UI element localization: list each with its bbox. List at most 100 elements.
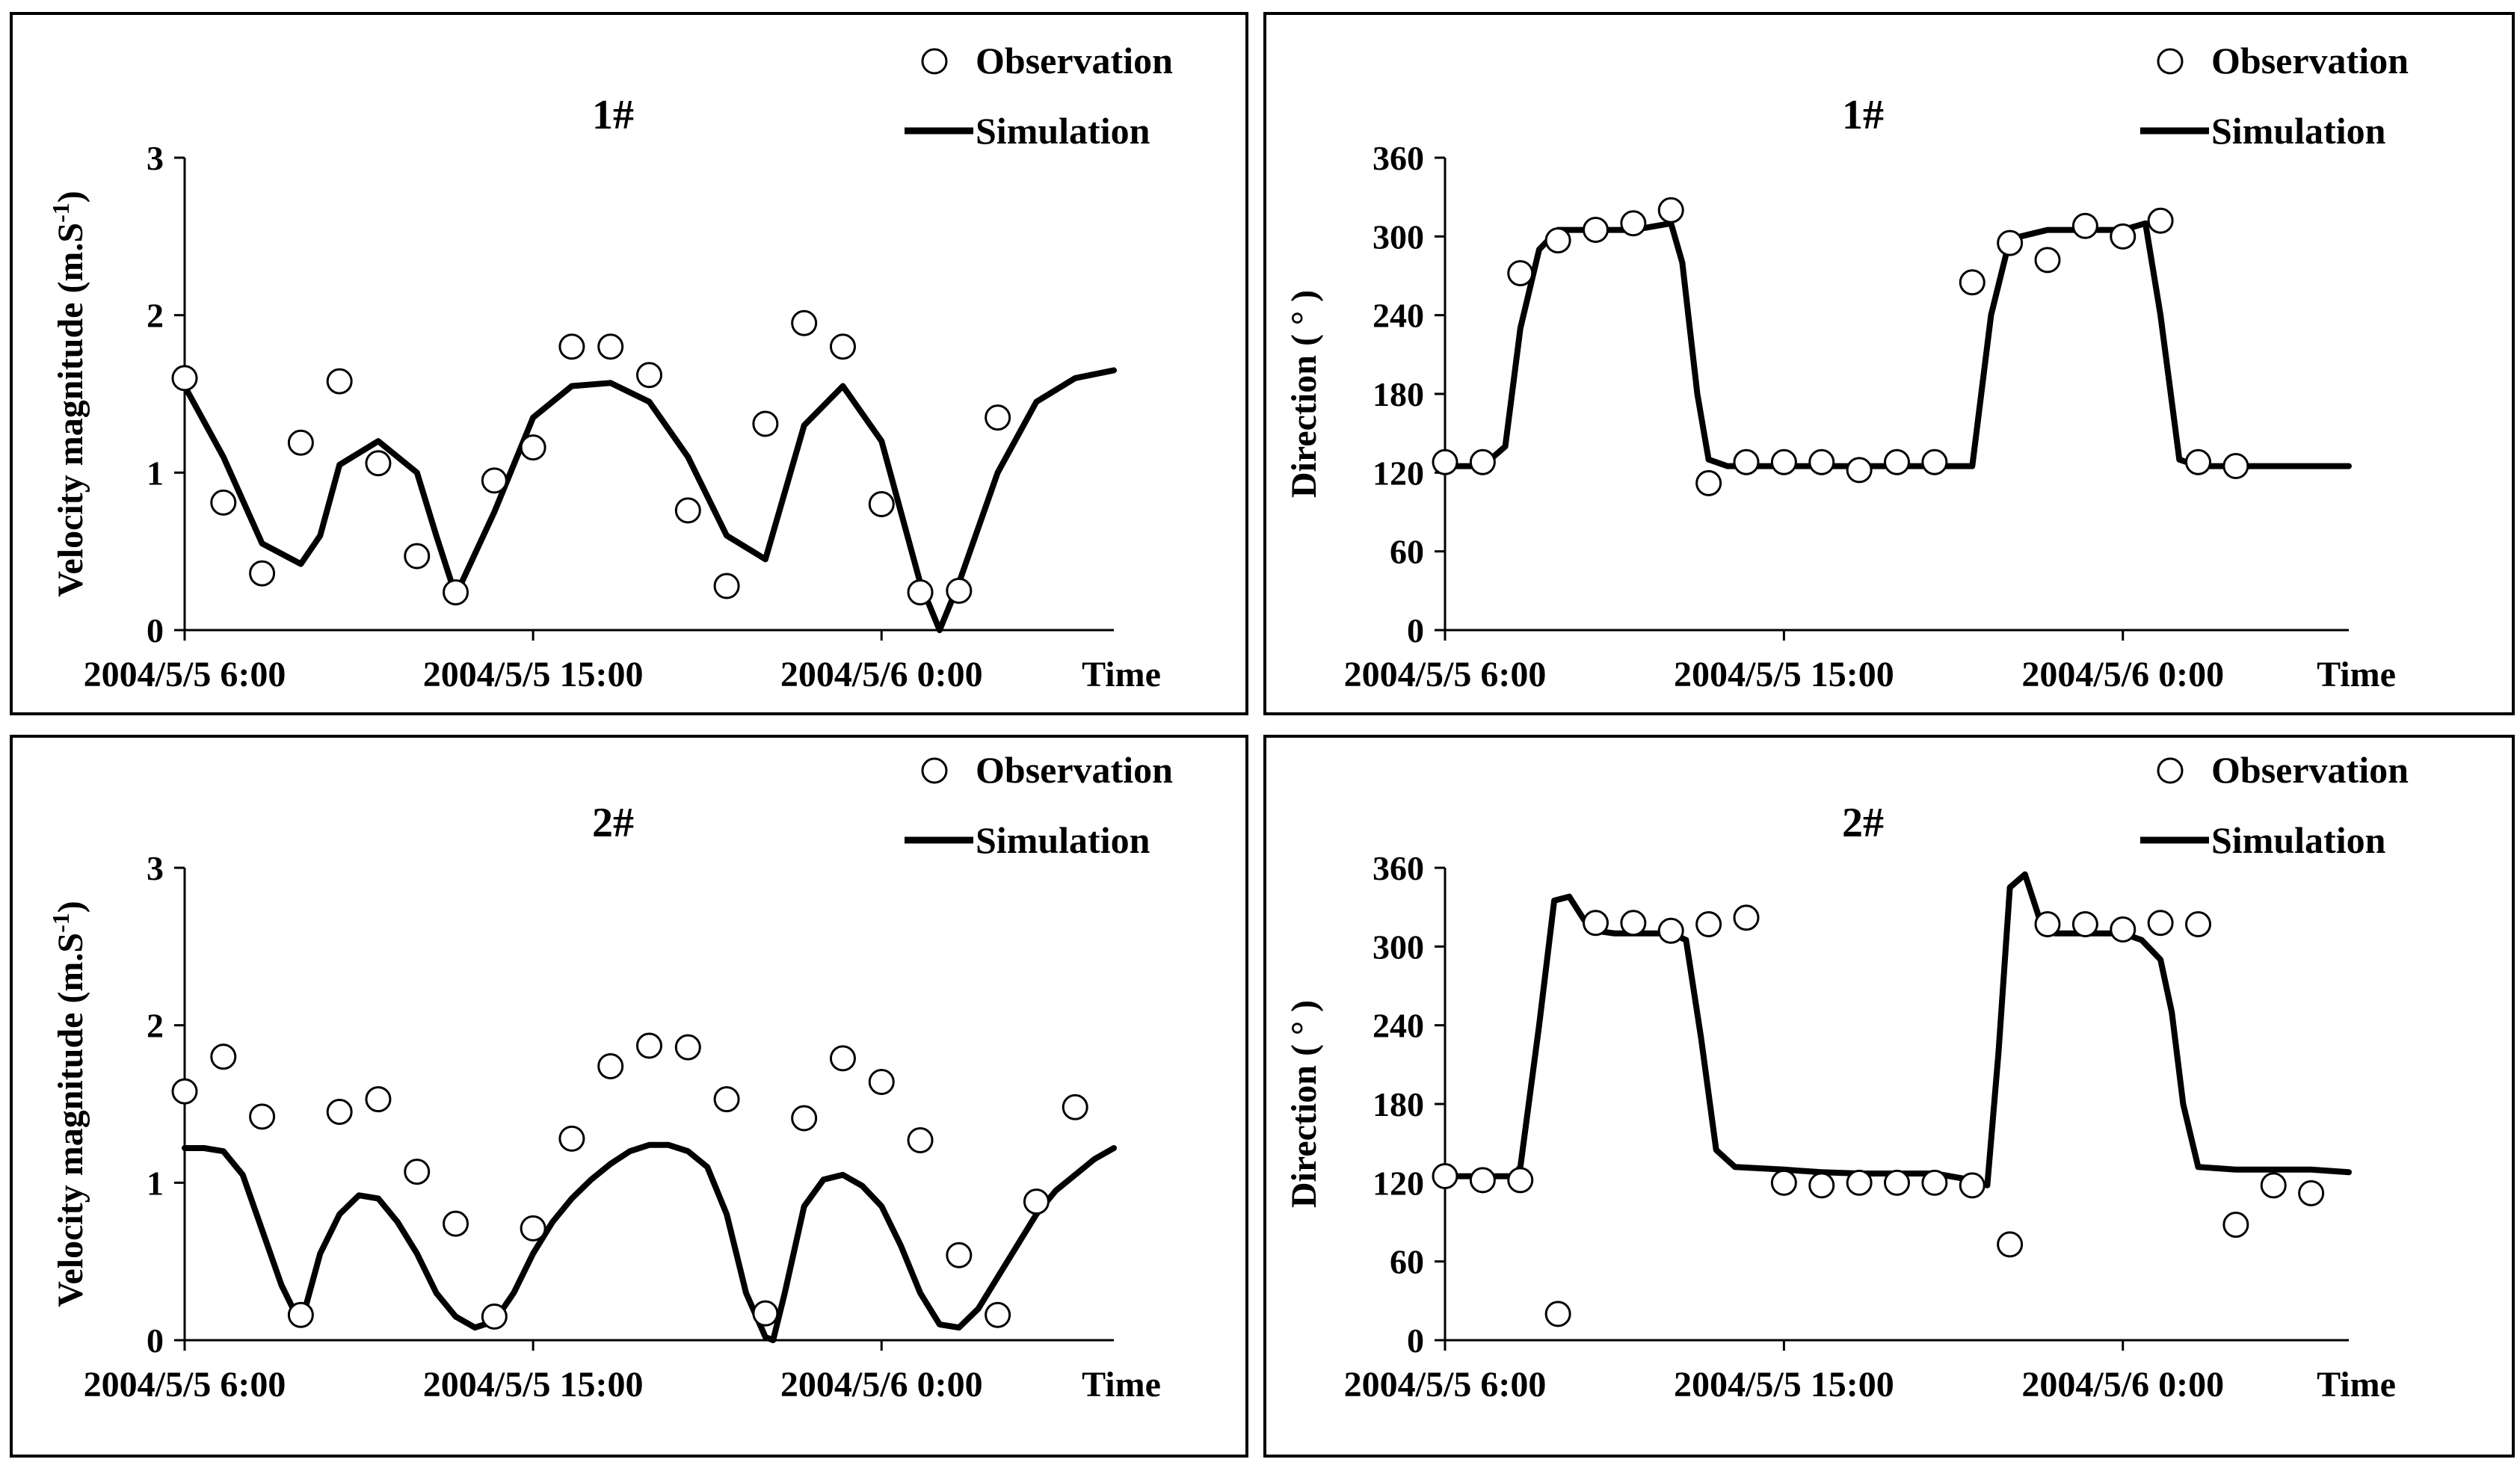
observation-point bbox=[481, 1303, 508, 1330]
observation-point bbox=[171, 1078, 198, 1105]
x-tick-label: 2004/5/6 0:00 bbox=[780, 1365, 983, 1404]
x-tick-label: 2004/5/6 0:00 bbox=[2021, 655, 2224, 694]
y-tick-label: 180 bbox=[1373, 375, 1424, 413]
observation-point bbox=[2110, 916, 2137, 943]
chart-title: 2# bbox=[1842, 800, 1884, 846]
observation-point bbox=[1959, 269, 1985, 296]
legend-simulation-label: Simulation bbox=[2211, 110, 2386, 152]
x-tick-label: 2004/5/5 15:00 bbox=[423, 1365, 644, 1404]
observation-point bbox=[1657, 917, 1684, 944]
observation-point bbox=[2260, 1172, 2287, 1199]
observation-point bbox=[249, 1103, 276, 1130]
panel-frame bbox=[1263, 12, 2515, 715]
y-tick-label: 3 bbox=[147, 139, 164, 177]
x-axis-label: Time bbox=[1082, 655, 1161, 694]
y-tick-label: 0 bbox=[1407, 1322, 1424, 1360]
x-tick-label: 2004/5/6 0:00 bbox=[2021, 1365, 2224, 1404]
observation-point bbox=[404, 543, 431, 570]
chart-title: 1# bbox=[1842, 92, 1884, 138]
y-tick-label: 120 bbox=[1373, 454, 1424, 492]
observation-point bbox=[1695, 910, 1722, 937]
observation-point bbox=[2222, 453, 2249, 480]
observation-point bbox=[2034, 910, 2061, 937]
observation-point bbox=[868, 1069, 895, 1096]
observation-point bbox=[2222, 1212, 2249, 1239]
observation-point bbox=[1432, 1163, 1458, 1190]
y-tick-label: 1 bbox=[147, 454, 164, 492]
panel-frame bbox=[10, 735, 1248, 1458]
observation-point bbox=[1469, 1167, 1496, 1194]
legend-observation-marker bbox=[2157, 757, 2184, 784]
observation-point bbox=[1808, 1172, 1835, 1199]
observation-point bbox=[946, 577, 973, 604]
observation-point bbox=[1583, 217, 1609, 244]
observation-point bbox=[2147, 910, 2174, 937]
observation-point bbox=[713, 573, 740, 599]
observation-point bbox=[287, 429, 314, 456]
observation-point bbox=[829, 1045, 856, 1072]
observation-point bbox=[597, 333, 624, 360]
observation-point bbox=[558, 333, 585, 360]
observation-point bbox=[1846, 457, 1873, 484]
observation-point bbox=[946, 1242, 973, 1268]
observation-point bbox=[1695, 469, 1722, 496]
observation-point bbox=[1620, 210, 1647, 237]
observation-point bbox=[210, 1043, 237, 1070]
observation-point bbox=[1921, 448, 1948, 475]
y-axis-label: Velocity magnitude (m.S-1) bbox=[47, 191, 90, 597]
legend-observation-label: Observation bbox=[976, 749, 1173, 791]
observation-point bbox=[1657, 197, 1684, 223]
observation-point bbox=[791, 1105, 818, 1132]
observation-point bbox=[1544, 227, 1571, 254]
observation-point bbox=[752, 410, 779, 437]
y-tick-label: 240 bbox=[1373, 297, 1424, 335]
observation-point bbox=[2298, 1179, 2325, 1206]
panel-frame bbox=[1263, 735, 2515, 1458]
observation-point bbox=[1770, 448, 1797, 475]
x-tick-label: 2004/5/5 6:00 bbox=[1344, 655, 1547, 694]
observation-point bbox=[1808, 448, 1835, 475]
y-axis-label-main: Velocity magnitude (m.S bbox=[51, 933, 90, 1307]
observation-point bbox=[1733, 448, 1760, 475]
observation-point bbox=[1997, 229, 2024, 256]
observation-point bbox=[636, 1032, 662, 1059]
y-tick-label: 0 bbox=[147, 611, 164, 650]
y-tick-label: 300 bbox=[1373, 218, 1424, 256]
y-tick-label: 60 bbox=[1390, 533, 1424, 571]
legend-simulation-label: Simulation bbox=[976, 110, 1150, 152]
chart-panel-1: 0 1 2 3 2004/5/5 6:00 2004/5/5 15:00 2004/5/6 … bbox=[10, 12, 1248, 715]
y-axis-label: Velocity magnitude (m.S-1) bbox=[47, 901, 90, 1307]
y-tick-label: 0 bbox=[1407, 611, 1424, 650]
chart-title: 1# bbox=[592, 92, 634, 138]
simulation-line bbox=[1442, 220, 2352, 469]
observation-point bbox=[365, 450, 392, 477]
observation-point bbox=[1507, 1167, 1534, 1194]
observation-point bbox=[985, 1301, 1011, 1328]
y-tick-label: 240 bbox=[1373, 1007, 1424, 1045]
observation-point bbox=[636, 362, 662, 389]
observation-point bbox=[1469, 448, 1496, 475]
observation-point bbox=[210, 489, 237, 516]
observation-point bbox=[249, 560, 276, 587]
legend-simulation-label: Simulation bbox=[976, 819, 1150, 861]
observation-point bbox=[2147, 207, 2174, 234]
x-axis-label: Time bbox=[1082, 1365, 1161, 1404]
x-tick-label: 2004/5/5 15:00 bbox=[1674, 1365, 1894, 1404]
observation-point bbox=[713, 1086, 740, 1113]
legend-simulation-label: Simulation bbox=[2211, 819, 2386, 861]
observation-point bbox=[326, 1099, 353, 1126]
chart-panel-3: 0 1 2 3 2004/5/5 6:00 2004/5/5 15:00 2004/5/6 … bbox=[10, 735, 1248, 1458]
y-tick-label: 180 bbox=[1373, 1085, 1424, 1123]
chart-panel-4: 0 60 120 180 240 300 360 2004/5/5 6:00 2004/5/5 … bbox=[1263, 735, 2515, 1458]
observation-point bbox=[2071, 212, 2098, 239]
observation-point bbox=[1620, 910, 1647, 937]
observation-point bbox=[1884, 1169, 1910, 1196]
x-tick-label: 2004/5/5 6:00 bbox=[84, 655, 286, 694]
observation-point bbox=[752, 1300, 779, 1327]
y-axis-label: Direction ( ° ) bbox=[1284, 290, 1324, 498]
observation-point bbox=[171, 365, 198, 392]
observation-point bbox=[2071, 910, 2098, 937]
x-axis-label: Time bbox=[2317, 1365, 2396, 1404]
observation-point bbox=[674, 1034, 701, 1061]
observation-point bbox=[1023, 1188, 1050, 1215]
